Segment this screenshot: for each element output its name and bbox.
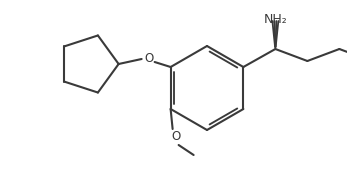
Text: NH₂: NH₂ bbox=[263, 13, 287, 26]
Text: O: O bbox=[144, 53, 153, 65]
Text: O: O bbox=[171, 130, 180, 144]
